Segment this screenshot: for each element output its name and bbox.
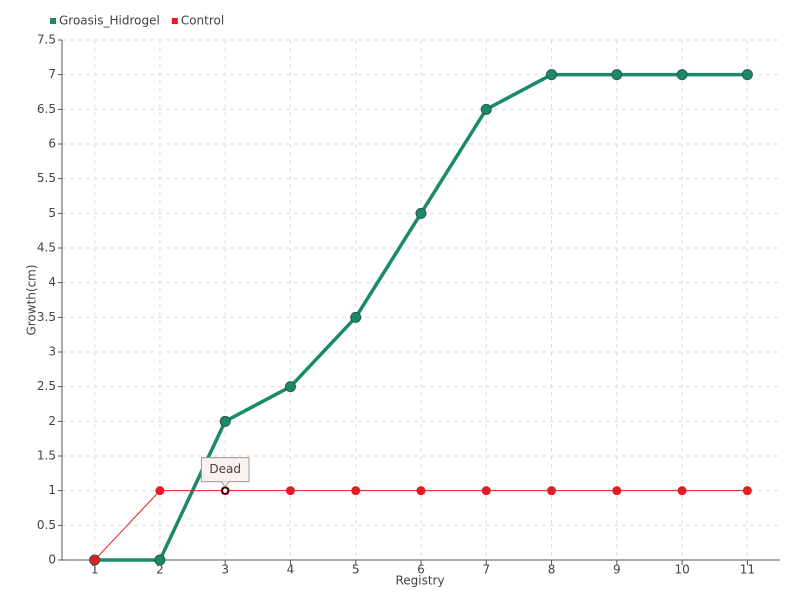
y-tick-label: 5.5: [37, 171, 56, 185]
x-tick-label: 7: [482, 563, 490, 577]
y-tick-label: 6: [48, 137, 56, 151]
y-tick-label: 3: [48, 345, 56, 359]
y-tick-label: 1: [48, 483, 56, 497]
data-point: [677, 486, 687, 496]
data-point: [416, 486, 426, 496]
y-tick-label: 7.5: [37, 33, 56, 47]
y-tick-label: 0: [48, 553, 56, 567]
annotation-pointer: [220, 481, 230, 488]
x-tick-label: 8: [548, 563, 556, 577]
data-point: [90, 555, 100, 565]
y-tick-label: 1.5: [37, 449, 56, 463]
data-point: [351, 486, 361, 496]
data-point: [611, 69, 623, 81]
y-tick-label: 4.5: [37, 241, 56, 255]
annotation-box: [200, 457, 250, 483]
y-tick-label: 6.5: [37, 102, 56, 116]
y-tick-label: 3.5: [37, 310, 56, 324]
data-point: [285, 486, 295, 496]
data-point: [219, 415, 231, 427]
data-point: [155, 486, 165, 496]
x-tick-label: 2: [156, 563, 164, 577]
data-point: [350, 311, 362, 323]
y-tick-label: 2.5: [37, 379, 56, 393]
x-tick-label: 3: [221, 563, 229, 577]
x-tick-label: 10: [674, 563, 689, 577]
y-tick-label: 7: [48, 67, 56, 81]
data-point: [546, 69, 558, 81]
data-point: [481, 486, 491, 496]
y-tick-label: 2: [48, 414, 56, 428]
x-tick-label: 6: [417, 563, 425, 577]
y-axis-label: Growth(cm): [25, 264, 39, 335]
y-tick-label: 0.5: [37, 518, 56, 532]
legend-label: Groasis_Hidrogel: [59, 14, 160, 28]
x-tick-label: 5: [352, 563, 360, 577]
annotation: Dead: [200, 457, 250, 488]
data-point: [284, 381, 296, 393]
x-tick-label: 1: [91, 563, 99, 577]
data-point: [676, 69, 688, 81]
legend-label: Control: [181, 14, 224, 28]
x-axis-label: Registry: [395, 574, 444, 588]
x-tick-label: 11: [740, 563, 755, 577]
data-point: [742, 486, 752, 496]
legend-swatch: [171, 18, 178, 24]
data-point: [612, 486, 622, 496]
data-point: [480, 103, 492, 115]
y-tick-label: 5: [48, 206, 56, 220]
data-point: [154, 554, 166, 566]
annotation-text: Dead: [209, 462, 241, 476]
y-tick-label: 4: [48, 275, 56, 289]
x-tick-label: 4: [287, 563, 295, 577]
data-point: [547, 486, 557, 496]
data-point: [415, 207, 427, 219]
legend-swatch: [50, 18, 56, 24]
annotation-point: [221, 486, 229, 495]
x-tick-label: 9: [613, 563, 621, 577]
data-point: [741, 69, 753, 81]
